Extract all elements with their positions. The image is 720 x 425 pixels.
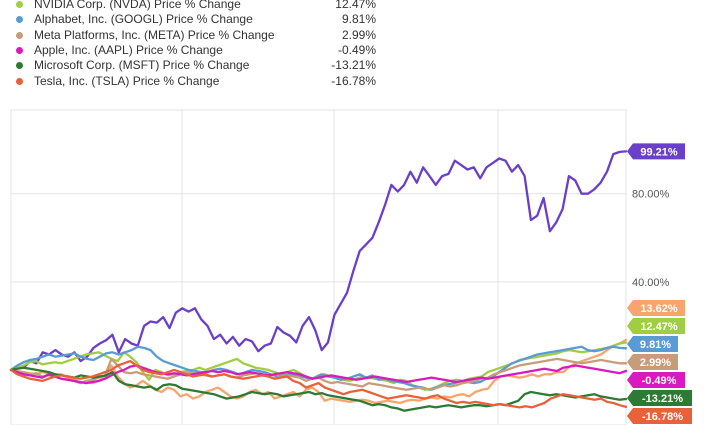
- end-label-meta: 2.99%: [640, 357, 671, 369]
- legend-label: Apple, Inc. (AAPL) Price % Change: [34, 42, 223, 57]
- plot-area: [10, 109, 627, 425]
- legend-label: Tesla, Inc. (TSLA) Price % Change: [34, 73, 220, 88]
- legend-marker: [16, 77, 23, 85]
- legend-value: 2.99%: [341, 27, 376, 42]
- legend-marker: [16, 31, 23, 39]
- legend-label: Meta Platforms, Inc. (META) Price % Chan…: [34, 27, 275, 42]
- series-line-tsla: [9, 359, 628, 409]
- series-line-googl: [9, 345, 628, 391]
- legend-marker: [16, 62, 23, 70]
- y-tick-label: 80.00%: [632, 189, 670, 201]
- end-label-amzn: 99.21%: [640, 146, 678, 158]
- legend-item-tsla: Tesla, Inc. (TSLA) Price % Change -16.78%: [14, 74, 376, 89]
- end-label-bg-amd: [627, 300, 685, 316]
- legend-label: Alphabet, Inc. (GOOGL) Price % Change: [34, 12, 253, 27]
- end-label-tsla: -16.78%: [642, 411, 683, 423]
- chart-legend: NVIDIA Corp. (NVDA) Price % Change 12.47%…: [0, 0, 720, 100]
- end-label-bg-amzn: [627, 143, 685, 160]
- end-label-msft: -13.21%: [642, 393, 683, 405]
- end-label-bg-msft: [627, 390, 692, 406]
- legend-item-nvda: NVIDIA Corp. (NVDA) Price % Change 12.47%: [14, 0, 376, 12]
- legend-marker: [16, 1, 23, 8]
- legend-label: Microsoft Corp. (MSFT) Price % Change: [34, 58, 250, 73]
- legend-value: 12.47%: [335, 0, 376, 11]
- legend-value: -0.49%: [337, 42, 376, 57]
- end-label-bg-nvda: [627, 318, 685, 334]
- end-label-bg-aapl: [627, 372, 685, 388]
- legend-item-meta: Meta Platforms, Inc. (META) Price % Chan…: [14, 28, 376, 43]
- end-label-nvda: 12.47%: [640, 321, 678, 333]
- end-label-aapl: -0.49%: [642, 375, 677, 387]
- legend-value: 9.81%: [341, 12, 376, 27]
- legend-label: NVIDIA Corp. (NVDA) Price % Change: [34, 0, 241, 11]
- legend-item-googl: Alphabet, Inc. (GOOGL) Price % Change 9.8…: [14, 12, 376, 27]
- end-label-amd: 13.62%: [640, 303, 678, 315]
- y-tick-label: 40.00%: [632, 277, 670, 289]
- end-label-bg-meta: [627, 354, 678, 370]
- end-label-googl: 9.81%: [640, 339, 671, 351]
- legend-item-msft: Microsoft Corp. (MSFT) Price % Change -13…: [14, 58, 376, 73]
- series-line-amzn: [9, 150, 628, 372]
- legend-marker: [16, 46, 23, 54]
- legend-marker: [16, 16, 23, 24]
- end-label-bg-tsla: [627, 408, 692, 424]
- end-label-bg-googl: [627, 336, 678, 352]
- legend-value: -16.78%: [331, 73, 376, 88]
- legend-item-aapl: Apple, Inc. (AAPL) Price % Change -0.49%: [14, 43, 376, 58]
- series-line-msft: [9, 366, 628, 412]
- legend-value: -13.21%: [331, 58, 376, 73]
